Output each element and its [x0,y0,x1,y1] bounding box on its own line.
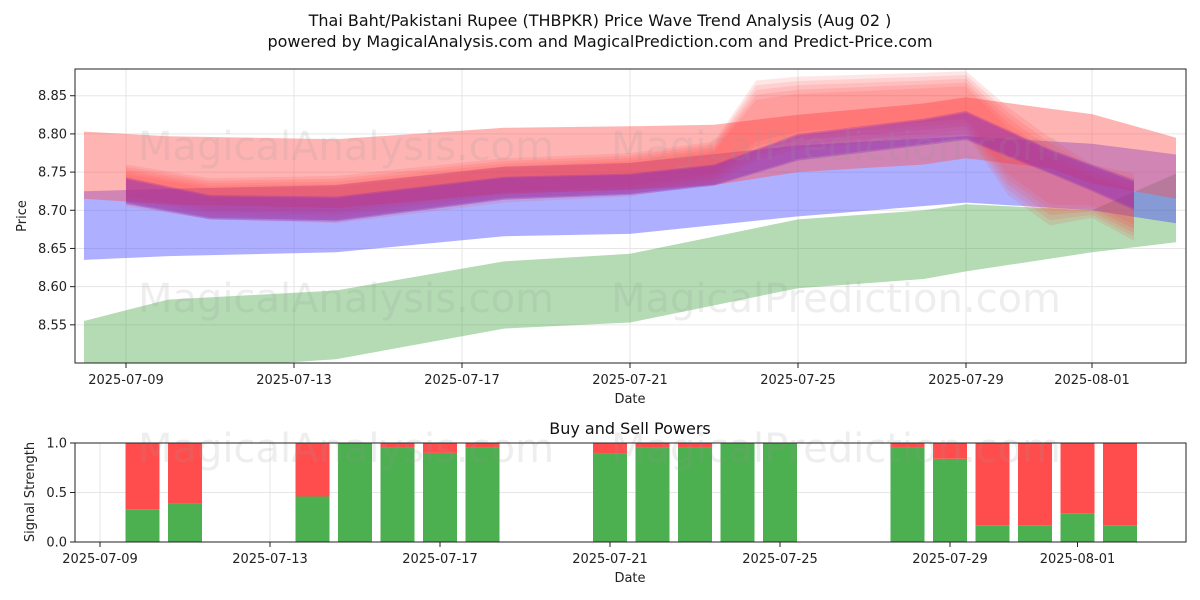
buy-power-bar [763,443,797,542]
signal-x-axis-label: Date [614,571,645,586]
price-x-tick-label: 2025-07-21 [592,373,668,388]
price-band-red-fan [126,82,1134,229]
signal-x-tick-label: 2025-07-21 [572,552,648,567]
buy-power-bar [975,525,1010,542]
watermark-text: MagicalPrediction.com [611,124,1061,170]
watermark-text: MagicalPrediction.com [611,426,1061,472]
sell-power-bar [975,443,1010,526]
buy-power-bar [168,503,202,542]
signal-x-tick-label: 2025-07-13 [232,552,308,567]
buy-power-bar [593,453,627,542]
sell-power-bar [1103,443,1137,526]
buy-power-bar [338,443,372,542]
price-y-tick-label: 8.70 [38,204,67,219]
sell-power-bar [890,443,925,448]
price-grid [75,69,1186,363]
price-band-blue [84,136,1176,260]
buy-power-bar [678,447,712,542]
price-band-red [84,97,1176,208]
sell-power-bar [678,443,712,448]
price-y-tick-label: 8.65 [38,242,67,257]
price-y-axis: 8.55 8.60 8.65 8.70 8.75 8.80 8.85 [38,89,75,333]
signal-x-tick-label: 2025-07-25 [742,552,818,567]
chart-title: Thai Baht/Pakistani Rupee (THBPKR) Price… [308,11,892,30]
sell-power-bar [635,443,670,448]
price-y-tick-label: 8.55 [38,318,67,333]
price-watermarks: MagicalAnalysis.com MagicalPrediction.com… [138,124,1061,322]
price-band-red-fan [126,86,1134,225]
signal-y-tick-label: 1.0 [46,437,67,452]
buy-power-bar [720,443,755,542]
signal-y-axis-label: Signal Strength [23,442,38,542]
buy-power-bar [295,496,330,542]
signal-watermarks: MagicalAnalysis.com MagicalPrediction.com [138,426,1061,472]
sell-power-bar [168,443,202,504]
signal-chart-title: Buy and Sell Powers [549,419,711,438]
sell-power-bar [593,443,627,454]
price-x-tick-label: 2025-08-01 [1054,373,1130,388]
price-y-tick-label: 8.75 [38,166,67,181]
watermark-text: MagicalPrediction.com [611,276,1061,322]
chart-subtitle: powered by MagicalAnalysis.com and Magic… [267,32,932,51]
buy-power-bar [890,447,925,542]
sell-power-bar [423,443,457,453]
price-x-tick-label: 2025-07-29 [928,373,1004,388]
signal-y-axis: 0.0 0.5 1.0 [46,437,75,551]
price-x-axis-label: Date [614,392,645,407]
price-bands [84,71,1176,363]
signal-y-tick-label: 0.0 [46,536,67,551]
sell-power-bar [1060,443,1095,514]
sell-power-bar [125,443,160,510]
signal-x-tick-label: 2025-07-09 [62,552,138,567]
price-band-green [84,173,1176,363]
watermark-text: MagicalAnalysis.com [138,276,554,322]
price-band-purple-core [126,111,1134,222]
sell-power-bar [933,443,967,459]
price-x-axis: 2025-07-09 2025-07-13 2025-07-17 2025-07-21… [88,363,1130,388]
buy-power-bar [465,447,500,542]
price-band-red-fan [126,71,1134,241]
watermark-text: MagicalAnalysis.com [138,124,554,170]
price-band-purple-core [126,112,1134,221]
price-x-tick-label: 2025-07-09 [88,373,164,388]
price-x-tick-label: 2025-07-13 [256,373,332,388]
signal-x-tick-label: 2025-07-29 [912,552,988,567]
signal-x-axis: 2025-07-09 2025-07-13 2025-07-17 2025-07-21… [62,542,1115,567]
sell-power-bar [465,443,500,448]
sell-power-bar [1018,443,1052,526]
watermark-text: MagicalAnalysis.com [138,426,554,472]
price-y-tick-label: 8.80 [38,127,67,142]
buy-power-bar [125,509,160,542]
price-x-tick-label: 2025-07-17 [424,373,500,388]
buy-power-bar [380,447,415,542]
price-y-tick-label: 8.60 [38,280,67,295]
price-band-red-fan [126,75,1134,237]
buy-power-bar [1103,525,1137,542]
buy-power-bar [423,452,457,542]
price-x-tick-label: 2025-07-25 [760,373,836,388]
sell-power-bar [295,443,330,497]
price-band-red-fan [126,78,1134,233]
signal-x-tick-label: 2025-07-17 [402,552,478,567]
signal-y-tick-label: 0.5 [46,486,67,501]
buy-power-bar [635,447,670,542]
signal-x-tick-label: 2025-08-01 [1040,552,1116,567]
buy-power-bar [933,458,967,542]
signal-bars [125,443,1137,542]
buy-power-bar [1060,513,1095,542]
sell-power-bar [380,443,415,448]
price-y-axis-label: Price [15,200,30,232]
price-y-tick-label: 8.85 [38,89,67,104]
buy-power-bar [1018,525,1052,542]
